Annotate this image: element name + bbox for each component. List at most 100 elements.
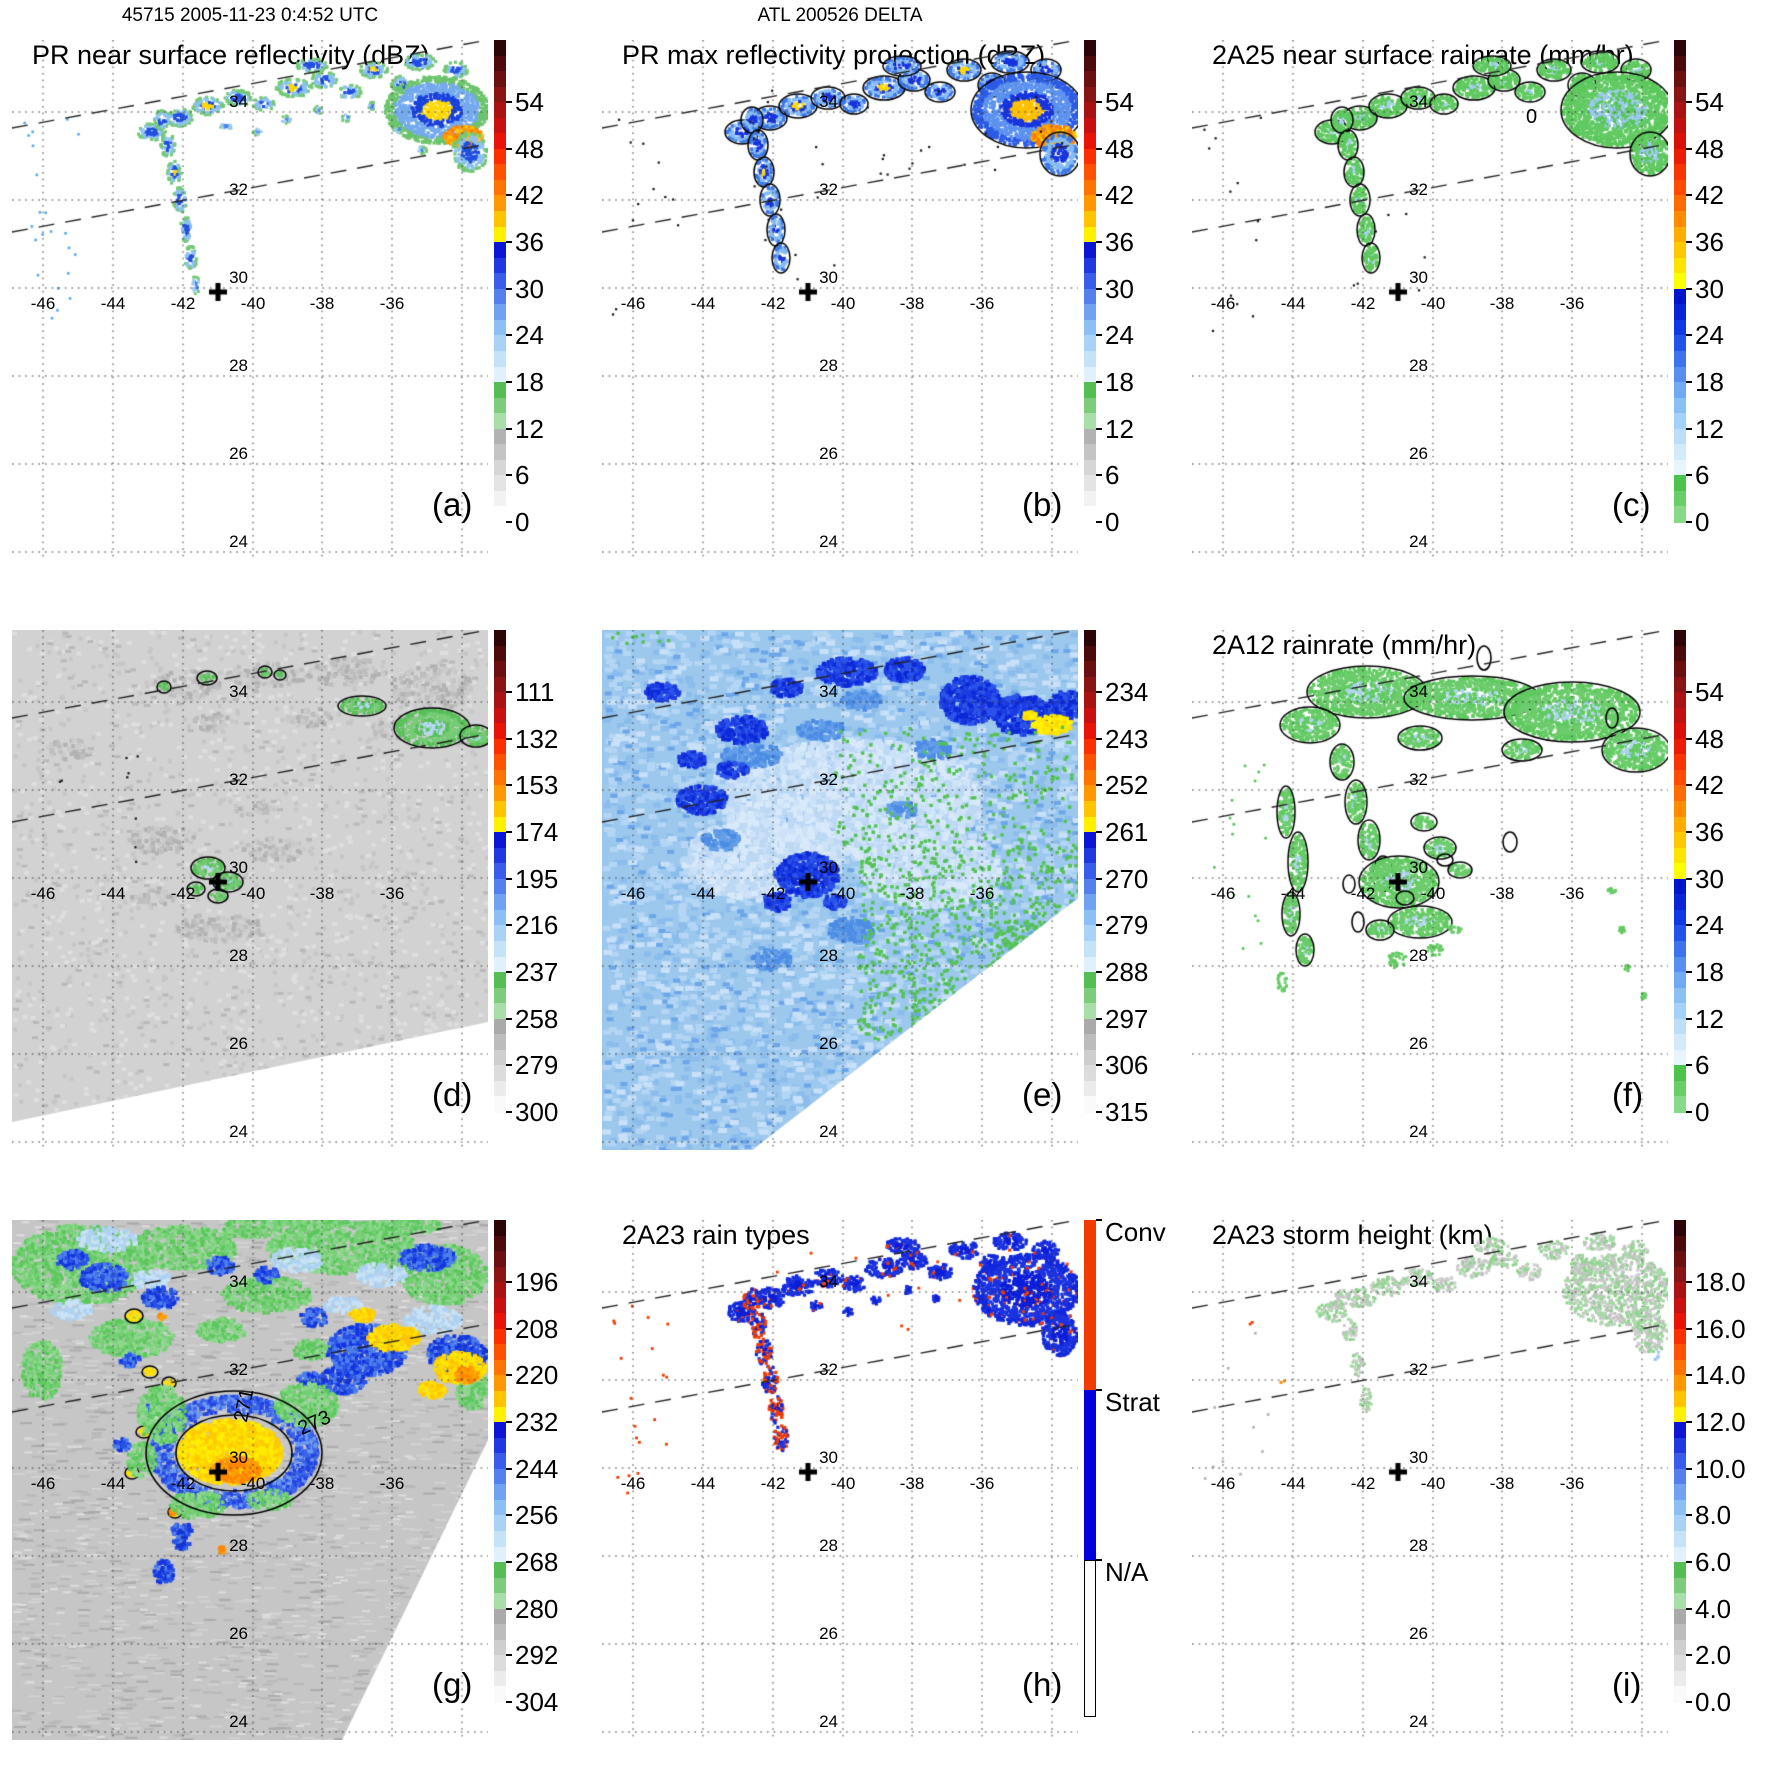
colorbar-tick: [1686, 1281, 1692, 1284]
colorbar-segment: [494, 1003, 506, 1020]
colorbar-segment: [494, 940, 506, 958]
colorbar-segment: [494, 1624, 506, 1641]
colorbar-segment: [1084, 304, 1096, 321]
colorbar-tick-label: 12: [1105, 413, 1134, 444]
colorbar-tick-label: 54: [1695, 677, 1724, 708]
colorbar-segment: [494, 723, 506, 740]
colorbar-segment: [494, 459, 506, 476]
colorbar-tick-label: 0: [515, 507, 530, 537]
colorbar-segment: [494, 1406, 506, 1423]
colorbar-tick: [506, 287, 512, 290]
colorbar-segment: [1674, 350, 1686, 368]
colorbar-segment: [494, 692, 506, 709]
colorbar-segment: [1674, 273, 1686, 290]
colorbar-segment: [494, 707, 506, 724]
colorbar-segment: [1674, 1670, 1686, 1688]
colorbar-segment: [1674, 102, 1686, 119]
colorbar-tick-label: 36: [515, 227, 544, 258]
colorbar: [494, 630, 506, 1113]
colorbar-segment: [494, 832, 506, 849]
colorbar: [1674, 40, 1686, 523]
colorbar-segment: [1674, 723, 1686, 740]
colorbar-segment: [1674, 754, 1686, 771]
colorbar-segment: [1084, 723, 1096, 740]
colorbar-segment: [1674, 1375, 1686, 1392]
colorbar-segment: [494, 428, 506, 445]
colorbar-tick: [1686, 521, 1692, 523]
panel-letter: (e): [1022, 1076, 1063, 1113]
colorbar-tick: [506, 1421, 512, 1424]
colorbar-tick-label: 24: [1695, 320, 1724, 351]
colorbar-tick-label: 279: [1105, 910, 1149, 941]
colorbar-segment: [1674, 801, 1686, 818]
colorbar-tick-label: 18: [1695, 957, 1724, 988]
panel-f: 2A12 rainrate (mm/hr) -46-44-42-40-38-36…: [1180, 590, 1770, 1180]
colorbar-tick-label: 244: [515, 1453, 559, 1484]
colorbar-tick-label: 2.0: [1695, 1640, 1732, 1671]
colorbar-tick: [506, 737, 512, 740]
colorbar-segment: [1674, 226, 1686, 243]
colorbar-segment: [1674, 1220, 1686, 1237]
panel-d: 85GHz PCT (K) -46-44-42-40-38-3634323028…: [0, 590, 590, 1180]
colorbar-tick-label: 12.0: [1695, 1407, 1746, 1438]
colorbar-segment: [1674, 1344, 1686, 1361]
colorbar-segment: [494, 785, 506, 802]
colorbar-tick-label: 12: [1695, 413, 1724, 444]
colorbar-segment: [1674, 1251, 1686, 1268]
panel-header: 45715 2005-11-23 0:4:52 UTC: [121, 5, 379, 26]
colorbar-tick: [1096, 147, 1102, 150]
colorbar-tick: [1686, 287, 1692, 290]
colorbar-segment: [1084, 785, 1096, 802]
panel-letter: (g): [432, 1666, 473, 1703]
colorbar-segment: [1674, 1484, 1686, 1501]
colorbar-segment: [1674, 288, 1686, 305]
colorbar-tick-label: 48: [1695, 723, 1724, 754]
colorbar-segment: [1674, 1406, 1686, 1423]
colorbar-tick-label: 288: [1105, 957, 1149, 988]
colorbar-tick-label: 232: [515, 1407, 559, 1438]
colorbar-segment: [1674, 1282, 1686, 1299]
colorbar-segment: [494, 972, 506, 989]
colorbar-tick-label: 18: [1695, 367, 1724, 398]
colorbar-segment: [1084, 661, 1096, 678]
colorbar-tick-label: 0.0: [1695, 1687, 1732, 1717]
colorbar-segment: [494, 1065, 506, 1082]
colorbar-tick: [1686, 1701, 1692, 1703]
colorbar-segment: [494, 1235, 506, 1252]
colorbar-segment: [494, 413, 506, 430]
colorbar-tick-label: 153: [515, 770, 559, 801]
colorbar-tick-label: 300: [515, 1097, 559, 1127]
colorbar-segment: [494, 1266, 506, 1283]
colorbar-tick-label: 132: [515, 723, 559, 754]
colorbar-segment: [1084, 366, 1096, 383]
colorbar-tick-label: 195: [515, 863, 559, 894]
colorbar-segment: [1084, 769, 1096, 787]
colorbar-segment: [494, 226, 506, 243]
colorbar-segment: [1674, 1266, 1686, 1283]
colorbar-segment: [1674, 428, 1686, 445]
colorbar-tick-label: 270: [1105, 863, 1149, 894]
colorbar-segment: [494, 676, 506, 693]
colorbar-tick-label: 306: [1105, 1050, 1149, 1081]
colorbar-segment: [1084, 211, 1096, 228]
colorbar-segment: [1674, 1593, 1686, 1610]
colorbar-tick-label: 18: [1105, 367, 1134, 398]
colorbar-tick: [506, 381, 512, 384]
colorbar-segment: [1674, 490, 1686, 508]
colorbar-segment: [1674, 1049, 1686, 1066]
colorbar-segment: [1084, 676, 1096, 693]
colorbar-segment: [494, 179, 506, 197]
colorbar-segment: [494, 444, 506, 461]
colorbar-tick-label: 216: [515, 910, 559, 941]
colorbar-segment: [1674, 1546, 1686, 1563]
colorbar-tick-label: 24: [515, 320, 544, 351]
colorbar-tick-label: 30: [1695, 863, 1724, 894]
colorbar-segment: [494, 816, 506, 833]
colorbar-segment: [1674, 71, 1686, 88]
colorbar-segment: [494, 288, 506, 305]
map-canvas: [12, 1220, 488, 1740]
colorbar-tick: [1686, 877, 1692, 880]
colorbar-tick: [1686, 381, 1692, 384]
colorbar-segment: [1674, 1686, 1686, 1703]
colorbar-segment: [1084, 242, 1096, 259]
